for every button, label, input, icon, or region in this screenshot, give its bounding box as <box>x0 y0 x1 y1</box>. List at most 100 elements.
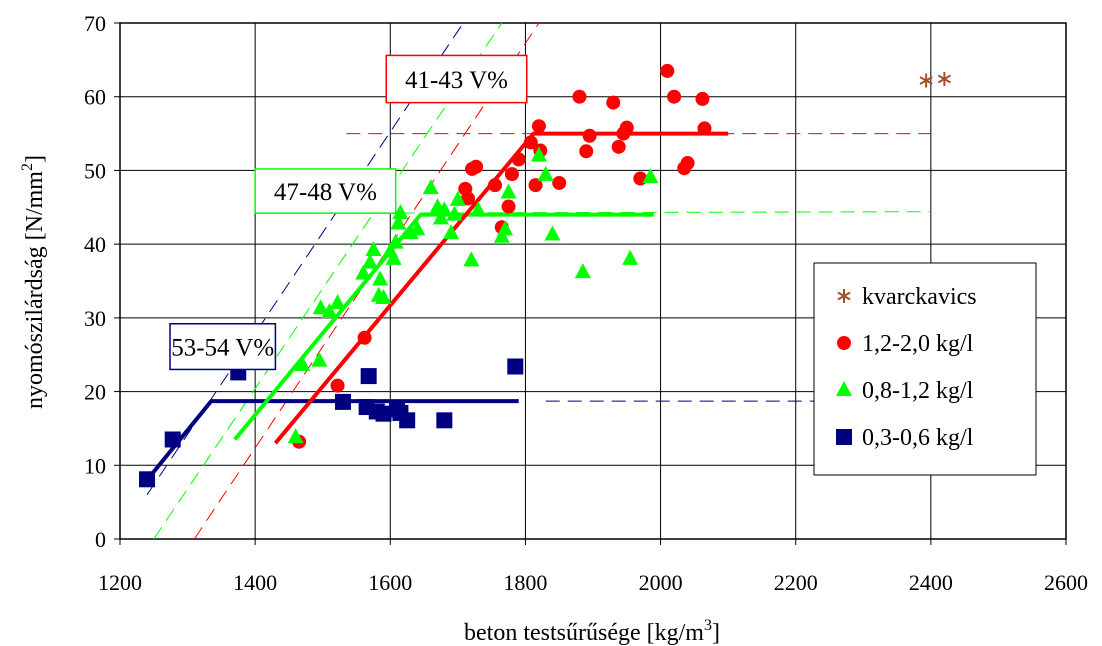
y-axis-title: nyomószilárdság [N/mm2] <box>19 155 48 409</box>
x-tick-label-6: 2400 <box>909 570 953 595</box>
x-tick-label-2: 1600 <box>368 570 412 595</box>
point-3-12 <box>507 358 524 375</box>
point-2-2 <box>311 351 328 367</box>
reference-lines <box>146 22 931 540</box>
point-2-5 <box>329 294 346 310</box>
point-1-7 <box>488 178 503 193</box>
annotation-box-2 <box>169 323 277 371</box>
point-1-20 <box>606 95 621 110</box>
grid <box>119 22 1067 540</box>
point-1-26 <box>667 89 682 104</box>
legend: kvarckavics 1,2-2,0 kg/l 0,8-1,2 kg/l 0,3-0… <box>813 262 1037 476</box>
legend-label-0: kvarckavics <box>862 284 977 310</box>
legend-marker-3 <box>836 429 852 445</box>
reference-line-4 <box>312 211 931 214</box>
point-2-4 <box>321 302 338 318</box>
point-0-0 <box>919 73 933 88</box>
y-tick-label-6: 60 <box>84 85 106 110</box>
point-2-15 <box>390 214 407 230</box>
point-1-9 <box>501 199 516 214</box>
y-tick-label-1: 10 <box>84 453 106 478</box>
point-2-1 <box>294 356 311 372</box>
point-1-12 <box>523 135 538 150</box>
point-0-1 <box>937 72 951 87</box>
point-2-8 <box>365 241 382 257</box>
point-2-18 <box>409 220 426 236</box>
point-1-18 <box>579 144 594 159</box>
point-2-16 <box>392 204 409 220</box>
point-2-27 <box>470 201 487 217</box>
series-0 <box>919 72 951 88</box>
legend-label-1: 1,2-2,0 kg/l <box>862 331 974 357</box>
x-tick-label-5: 2200 <box>774 570 818 595</box>
annotation-box-1 <box>254 168 397 214</box>
point-1-16 <box>552 175 567 190</box>
tick-labels: 1200 1400 1600 1800 2000 2200 2400 2600 0 10 20 30 4… <box>84 11 1088 595</box>
point-2-0 <box>287 428 304 444</box>
point-3-10 <box>399 412 416 429</box>
point-2-23 <box>443 224 460 240</box>
data-points <box>139 63 951 488</box>
point-2-11 <box>375 288 392 304</box>
point-2-21 <box>432 209 449 225</box>
point-2-3 <box>312 299 329 315</box>
point-2-30 <box>500 183 517 199</box>
point-1-17 <box>572 89 587 104</box>
point-3-5 <box>360 368 377 385</box>
trend-line-1 <box>233 212 654 441</box>
point-2-29 <box>497 220 514 236</box>
point-1-2 <box>357 330 372 345</box>
legend-label-2: 0,8-1,2 kg/l <box>862 378 974 404</box>
point-2-6 <box>355 264 372 280</box>
point-3-0 <box>139 471 156 488</box>
annotation-box-0 <box>385 54 528 104</box>
point-2-34 <box>574 263 591 279</box>
y-tick-label-3: 30 <box>84 306 106 331</box>
x-tick-label-1: 1400 <box>233 570 277 595</box>
point-1-4 <box>460 191 475 206</box>
legend-label-3: 0,3-0,6 kg/l <box>862 425 974 451</box>
point-1-6 <box>469 159 484 174</box>
point-1-30 <box>697 121 712 136</box>
annotation-label-1: 47-48 V% <box>274 179 377 206</box>
legend-marker-0 <box>837 289 851 303</box>
y-tick-label-0: 0 <box>95 527 106 552</box>
point-2-14 <box>387 233 404 249</box>
point-2-35 <box>622 249 639 265</box>
trend-line-0 <box>145 399 519 482</box>
point-2-22 <box>436 201 453 217</box>
x-tick-label-0: 1200 <box>98 570 142 595</box>
point-2-7 <box>362 253 379 269</box>
point-2-26 <box>463 251 480 267</box>
point-2-13 <box>385 249 402 265</box>
x-tick-label-4: 2000 <box>639 570 683 595</box>
y-tick-label-5: 50 <box>84 158 106 183</box>
x-tick-label-3: 1800 <box>503 570 547 595</box>
point-3-3 <box>334 393 351 410</box>
y-tick-label-4: 40 <box>84 232 106 257</box>
y-tick-label-2: 20 <box>84 380 106 405</box>
point-2-33 <box>544 225 561 241</box>
point-3-11 <box>436 412 453 429</box>
x-tick-label-7: 2600 <box>1044 570 1088 595</box>
point-2-36 <box>642 168 659 184</box>
point-2-25 <box>449 190 466 206</box>
point-1-28 <box>680 156 695 171</box>
point-2-31 <box>530 146 547 162</box>
annotation-label-2: 53-54 V% <box>171 335 274 362</box>
point-1-10 <box>504 167 519 182</box>
series-1 <box>292 63 712 449</box>
point-2-19 <box>422 179 439 195</box>
point-1-21 <box>611 139 626 154</box>
point-1-25 <box>660 63 675 78</box>
point-1-19 <box>582 128 597 143</box>
legend-marker-2 <box>836 381 852 396</box>
reference-line-1 <box>153 22 503 540</box>
annotations: 41-43 V% 47-48 V% 53-54 V% <box>169 54 528 371</box>
point-1-23 <box>619 120 634 135</box>
point-1-13 <box>528 178 543 193</box>
annotation-label-0: 41-43 V% <box>405 67 508 94</box>
plot-area <box>119 22 1067 540</box>
x-axis-title: beton testsűrűsége [kg/m3] <box>464 617 720 646</box>
